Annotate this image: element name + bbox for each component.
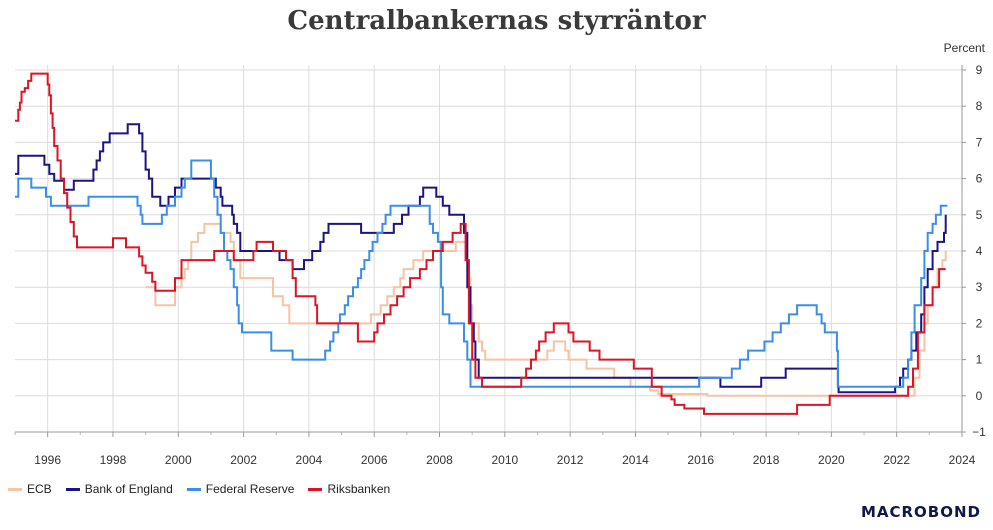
series-lines [15,72,948,415]
series-line-bank-of-england [15,123,947,394]
x-tick-label: 2004 [296,453,323,467]
x-tick-label: 2014 [622,453,649,467]
legend: ECB Bank of England Federal Reserve Riksban… [8,482,390,496]
x-tick-label: 2022 [883,453,910,467]
y-axis-label: Percent [944,41,986,55]
series-line-ecb [145,222,947,397]
x-tick-label: 2006 [361,453,388,467]
legend-swatch [8,487,22,491]
x-tick-label: 2018 [753,453,780,467]
y-tick-label: −1 [972,425,986,439]
axes [14,65,966,437]
legend-label: ECB [27,482,52,496]
chart-title: Centralbankernas styrräntor [287,6,706,36]
y-tick-label: 6 [976,172,983,186]
legend-swatch [65,487,80,491]
x-tick-label: 1998 [100,453,127,467]
x-tick-label: 2016 [687,453,714,467]
x-tick-label: 2020 [818,453,845,467]
legend-swatch [308,487,323,491]
legend-label: Riksbanken [327,482,391,496]
y-tick-label: 1 [976,353,983,367]
y-tick-label: 9 [976,63,983,77]
x-tick-label: 2000 [165,453,192,467]
macrobond-logo: MACROBOND [860,503,981,521]
series-line-riksbanken [15,72,946,415]
legend-item: Riksbanken [308,482,390,496]
y-tick-label: 4 [976,244,983,258]
tick-labels: −1 0 1 2 3 4 5 6 7 8 9 1996 1998 2000 2002 2004 2006 2008… [34,63,986,467]
y-tick-label: 7 [976,135,983,149]
x-tick-label: 2010 [491,453,518,467]
legend-item: ECB [8,482,52,496]
legend-item: Federal Reserve [186,482,295,496]
x-tick-label: 2024 [949,453,976,467]
y-tick-label: 0 [976,389,983,403]
x-tick-label: 2002 [230,453,257,467]
series-line-federal-reserve [15,159,948,388]
x-tick-label: 1996 [34,453,61,467]
x-tick-label: 2008 [426,453,453,467]
gridlines [15,65,963,433]
y-tick-label: 3 [976,280,983,294]
y-tick-label: 2 [976,316,983,330]
legend-label: Bank of England [84,482,173,496]
legend-swatch [186,487,201,491]
legend-label: Federal Reserve [205,482,295,496]
y-tick-label: 5 [976,208,983,222]
x-tick-label: 2012 [557,453,584,467]
y-tick-label: 8 [976,99,983,113]
legend-item: Bank of England [65,482,173,496]
